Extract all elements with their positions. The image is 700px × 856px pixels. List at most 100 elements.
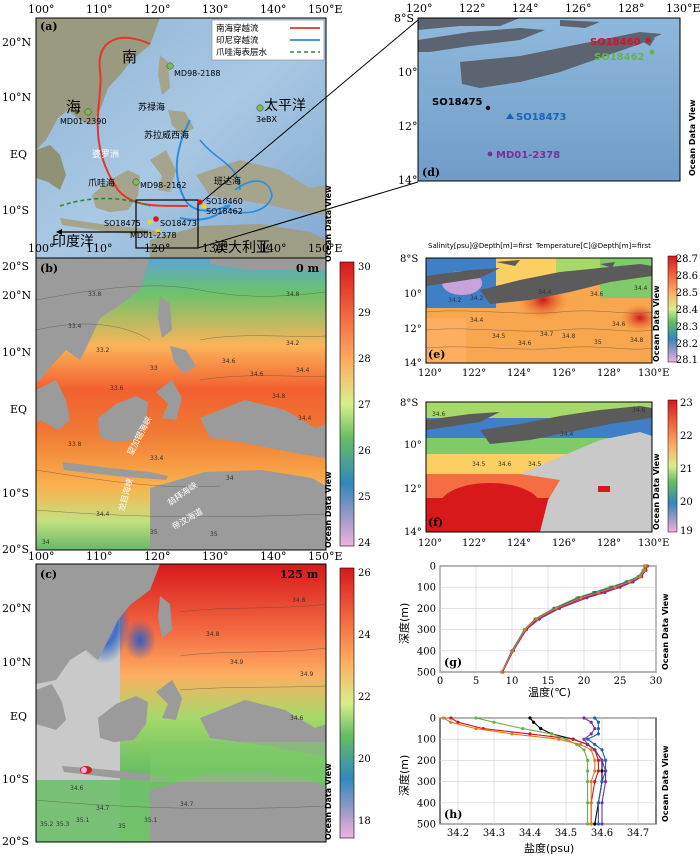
panel-f-colorbar-ticks: 23 22 21 20 19 <box>680 398 693 537</box>
colorbar-tick: 28.5 <box>676 288 698 299</box>
colorbar-tick: 28.3 <box>676 322 698 333</box>
isoline-label: 34.2 <box>286 340 300 347</box>
lon-tick: 150°E <box>308 3 343 16</box>
colorbar-tick: 25 <box>358 492 371 503</box>
panel-a-side-label: Ocean Data View <box>324 185 333 262</box>
site-so18475-label-a: SO18475 <box>104 219 141 228</box>
lat-tick: EQ <box>10 710 27 723</box>
panel-h-side-label: Ocean Data View <box>661 745 670 822</box>
lat-tick: 12° <box>398 120 418 133</box>
colorbar-tick: 28.2 <box>676 339 698 350</box>
profile-point <box>532 720 536 724</box>
panel-e-isolines <box>426 310 652 350</box>
y-tick-label: 400 <box>417 798 436 809</box>
lon-tick: 130° <box>202 242 229 255</box>
isoline-label: 34.6 <box>432 411 446 418</box>
site-so18462-label-d: SO18462 <box>594 52 645 63</box>
panel-d-side-label: Ocean Data View <box>688 99 697 176</box>
panel-d-land <box>418 18 662 88</box>
profile-point <box>613 585 617 589</box>
profile-point <box>604 780 608 784</box>
panel-c-frame <box>35 563 327 843</box>
zoom-line-bottom <box>197 181 419 249</box>
lon-tick: 150°E <box>308 242 343 255</box>
profile-point <box>596 720 601 724</box>
profile-point <box>593 822 597 826</box>
isoline-label: 33.8 <box>68 441 82 448</box>
panel-g-ylabel: 深度(m) <box>397 603 411 644</box>
profile-point <box>528 732 532 736</box>
isoline-label: 34.5 <box>528 461 542 468</box>
panel-c-land <box>36 564 326 842</box>
x-tick-label: 0 <box>437 676 443 687</box>
colorbar-tick: 28.4 <box>676 305 698 316</box>
profile-point <box>600 769 604 773</box>
lon-tick: 140° <box>260 242 287 255</box>
x-tick-label: 34.2 <box>447 828 469 839</box>
profile-point <box>589 822 593 826</box>
lat-tick: 20°N <box>2 36 31 49</box>
legend-java-label: 爪哇海表层水 <box>216 47 268 58</box>
panel-b-isolines <box>36 285 326 517</box>
profile-point <box>571 737 575 741</box>
profile-point <box>589 732 593 736</box>
y-tick-label: 300 <box>417 777 436 788</box>
lon-tick: 130°E <box>638 538 669 549</box>
isoline-label: 34.4 <box>538 289 552 296</box>
lat-tick: 10°S <box>2 773 29 786</box>
colorbar-tick: 28.6 <box>676 271 698 282</box>
isoline-label: 34.6 <box>498 461 512 468</box>
x-tick-label: 34.4 <box>519 828 541 839</box>
lon-tick: 126° <box>552 538 576 549</box>
x-tick-label: 5 <box>473 676 479 687</box>
profile-point <box>539 727 543 731</box>
profile-point <box>554 606 558 611</box>
panel-h-y-ticks: 0 100 200 300 400 500 <box>417 714 436 831</box>
profile-point <box>442 716 446 720</box>
panel-b-frame <box>35 257 327 551</box>
lon-tick: 124° <box>507 368 531 379</box>
profile-point <box>593 769 597 773</box>
colorbar-tick: 22 <box>680 431 693 442</box>
panel-e-colorbar-ticks: 28.7 28.6 28.5 28.4 28.3 28.2 28.1 <box>676 254 698 366</box>
lat-tick: 12° <box>404 324 422 335</box>
profile-point <box>474 716 478 720</box>
panel-e-isoline-labels: 34.2 34.4 34.5 34.6 34.7 34.8 35 34.6 34… <box>448 285 648 347</box>
lat-tick: 10°N <box>2 91 31 104</box>
lat-tick: 20°S <box>2 543 29 556</box>
profile-point <box>521 727 525 731</box>
y-tick-label: 200 <box>417 604 436 615</box>
profile-point <box>593 716 597 720</box>
site-3ebx-label: 3eBX <box>256 115 278 124</box>
panel-f-lat-ticks: 8°S 10° 12° 14° <box>400 398 422 538</box>
panel-c-label: (c) <box>40 568 57 581</box>
colorbar-tick: 30 <box>358 262 371 273</box>
place-sulawesi: 苏拉威西海 <box>144 129 189 141</box>
panel-f-colors <box>426 402 652 532</box>
profile-point <box>593 748 597 752</box>
site-so18473-marker-a <box>153 216 159 222</box>
lon-tick: 110° <box>86 242 113 255</box>
panel-b-label: (b) <box>40 262 58 275</box>
panel-f-lon-ticks: 120° 122° 124° 126° 128° 130°E <box>418 538 669 549</box>
y-tick-label: 400 <box>417 646 436 657</box>
panel-f-frame <box>425 401 653 533</box>
profile-point <box>600 822 604 826</box>
isoline-label: 34.8 <box>562 333 576 340</box>
x-tick-label: 34.3 <box>483 828 505 839</box>
site-so18473-label-a: SO18473 <box>160 219 197 228</box>
isoline-label: 34.6 <box>70 785 84 792</box>
lat-tick: 20°S <box>2 260 29 273</box>
site-md01-2378-marker-a <box>155 228 161 234</box>
panel-g-x-ticks: 0 5 10 15 20 25 30 <box>437 676 663 687</box>
isoline-label: 34.5 <box>492 333 506 340</box>
site-md98-2162-marker <box>132 178 140 186</box>
profile-point <box>589 748 593 752</box>
lon-tick: 120° <box>406 2 433 15</box>
lon-tick: 150°E <box>308 550 343 563</box>
lon-tick: 130° <box>202 3 229 16</box>
isoline-label: 34.8 <box>292 597 306 604</box>
profile-point <box>589 720 593 724</box>
lat-tick: 10°N <box>2 656 31 669</box>
profile-point <box>586 780 590 784</box>
